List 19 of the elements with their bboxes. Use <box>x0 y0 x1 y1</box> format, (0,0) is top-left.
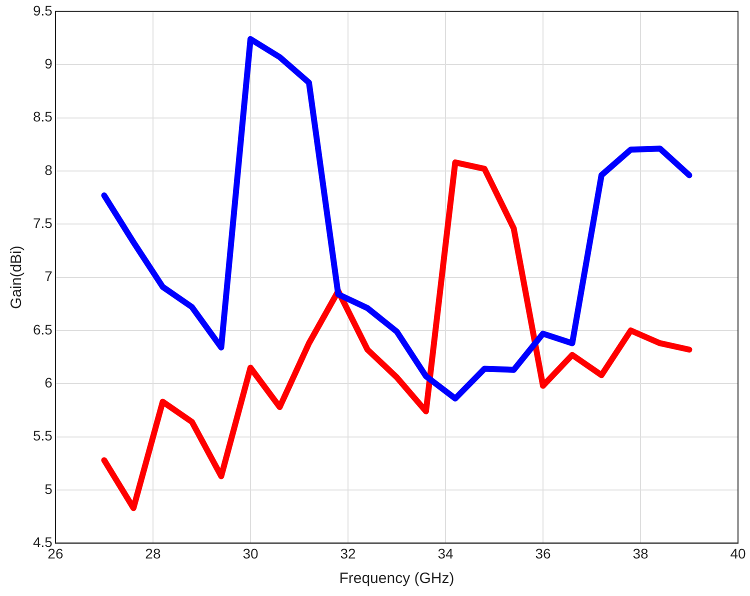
x-tick-label: 28 <box>145 545 161 562</box>
x-tick-label: 34 <box>438 545 454 562</box>
y-tick-label: 9 <box>44 55 53 72</box>
y-tick-label: 5.5 <box>32 428 53 444</box>
y-tick-label: 6 <box>44 374 53 391</box>
x-tick-label: 38 <box>632 545 648 562</box>
x-tick-label: 36 <box>535 545 551 562</box>
y-tick-label: 5 <box>44 480 53 497</box>
y-tick-label: 8 <box>44 162 53 178</box>
y-tick-label: 8.5 <box>32 108 53 125</box>
y-tick-label: 7.5 <box>32 214 53 231</box>
x-tick-label: 30 <box>242 545 258 562</box>
x-tick-label: 40 <box>730 545 746 562</box>
x-axis-title: Frequency (GHz) <box>339 570 454 588</box>
y-tick-label: 9.5 <box>32 2 53 18</box>
y-axis-title: Gain(dBi) <box>8 246 26 309</box>
y-tick-label: 6.5 <box>32 321 53 338</box>
x-tick-label: 32 <box>340 545 356 562</box>
y-tick-label: 7 <box>44 268 53 284</box>
